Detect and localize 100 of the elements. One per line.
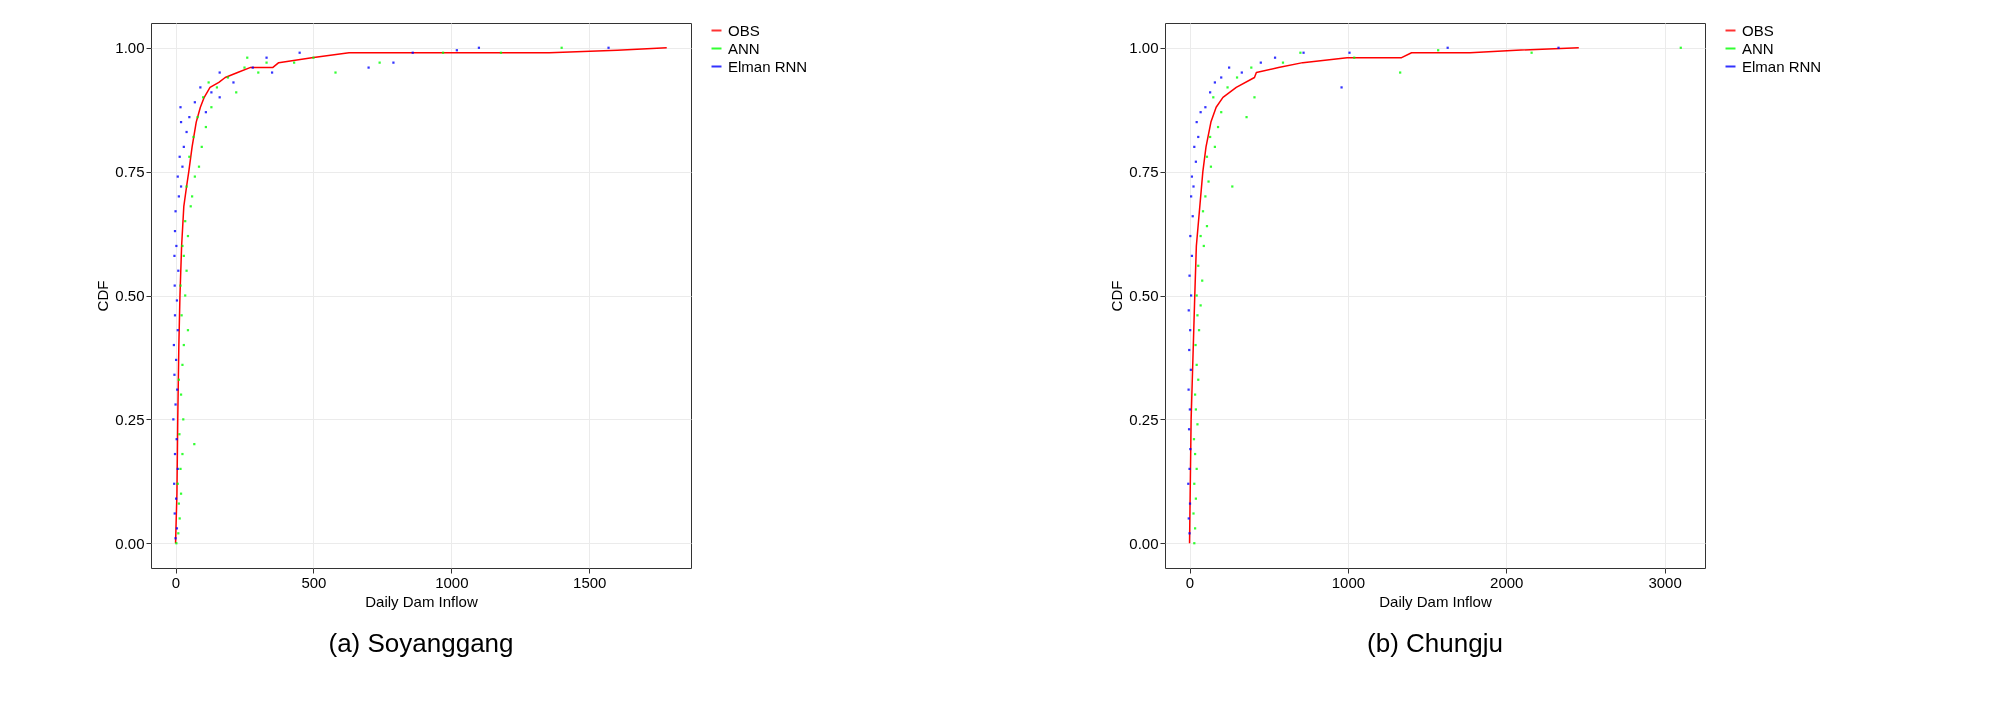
- line-series: [1188, 47, 1580, 544]
- line-series: [174, 47, 668, 544]
- point: [1196, 423, 1199, 426]
- point: [1399, 71, 1402, 74]
- point: [1231, 185, 1234, 188]
- point: [179, 106, 182, 109]
- point: [1187, 517, 1190, 520]
- point: [1213, 81, 1216, 84]
- point: [218, 71, 221, 74]
- text: (b) Chungju: [1367, 628, 1503, 658]
- point: [173, 373, 176, 376]
- x-tick-label: 0: [1185, 573, 1195, 591]
- point: [1193, 393, 1197, 396]
- point: [1188, 467, 1191, 471]
- point: [179, 284, 182, 287]
- point: [178, 517, 181, 520]
- point: [185, 269, 188, 272]
- point: [312, 56, 315, 59]
- point: [1530, 51, 1533, 54]
- point: [173, 254, 176, 257]
- point: [1194, 408, 1197, 411]
- x-tick-label: 3000: [1648, 573, 1682, 591]
- legend-label: Elman RNN: [728, 57, 808, 75]
- y-tick-label: 0.25: [115, 410, 145, 428]
- x-tick-label: 1000: [1331, 573, 1366, 591]
- point: [185, 130, 188, 134]
- point: [226, 76, 230, 79]
- point: [179, 185, 183, 188]
- point: [367, 66, 370, 69]
- point: [180, 314, 183, 317]
- legend-label: OBS: [728, 21, 760, 39]
- y-axis-title: CDF: [94, 280, 112, 312]
- point: [179, 393, 183, 396]
- point: [1188, 408, 1191, 411]
- point: [1192, 185, 1195, 188]
- point: [1240, 71, 1243, 74]
- point: [177, 195, 180, 198]
- legend-label: ANN: [1742, 39, 1774, 57]
- x-tick-label: 1000: [435, 573, 469, 591]
- point: [173, 284, 176, 287]
- point: [334, 71, 337, 74]
- point: [232, 81, 235, 84]
- point: [176, 175, 179, 178]
- legend-label: OBS: [1742, 21, 1774, 39]
- point: [174, 210, 177, 213]
- point: [173, 512, 176, 515]
- y-tick-label: 0.75: [115, 163, 145, 181]
- point: [181, 244, 184, 248]
- y-tick-label: 0.75: [1129, 163, 1159, 181]
- point: [175, 299, 179, 302]
- point: [1228, 66, 1231, 69]
- point: [265, 56, 268, 59]
- point: [177, 502, 180, 505]
- y-tick-label: 0.25: [1129, 410, 1159, 428]
- point: [243, 66, 246, 69]
- point: [1192, 512, 1195, 515]
- text: (a) Soyanggang: [328, 628, 514, 658]
- point: [392, 61, 395, 64]
- point: [174, 537, 177, 540]
- x-tick-label: 2000: [1490, 573, 1524, 591]
- y-tick-label: 0.50: [1129, 287, 1159, 304]
- point: [181, 363, 184, 366]
- y-axis-title: CDF: [1108, 280, 1126, 312]
- legend-label: ANN: [728, 39, 760, 57]
- x-tick-label: 500: [301, 573, 327, 591]
- point: [1557, 46, 1560, 49]
- y-tick-label: 0.00: [115, 534, 145, 552]
- point: [196, 116, 199, 119]
- point: [1190, 195, 1193, 198]
- point: [184, 294, 187, 297]
- legend-label: Elman RNN: [1742, 57, 1822, 75]
- point: [1199, 304, 1202, 307]
- point: [1253, 96, 1256, 99]
- point: [178, 433, 181, 436]
- y-tick-label: 0.50: [115, 287, 145, 304]
- point: [1348, 51, 1351, 54]
- point: [207, 81, 210, 84]
- point: [1235, 76, 1239, 79]
- point: [265, 61, 268, 64]
- point: [174, 403, 177, 406]
- point: [1188, 502, 1192, 505]
- point: [1245, 116, 1248, 119]
- y-tick-label: 1.00: [1129, 39, 1159, 57]
- x-axis-title: Daily Dam Inflow: [365, 592, 478, 610]
- point: [1190, 294, 1193, 297]
- point: [193, 175, 196, 178]
- point: [1190, 175, 1194, 178]
- point: [181, 165, 184, 168]
- point: [1196, 314, 1199, 317]
- point: [1207, 180, 1210, 183]
- point: [192, 135, 195, 139]
- point: [1188, 532, 1191, 535]
- point: [1194, 343, 1197, 347]
- point: [1226, 86, 1229, 89]
- point: [1188, 274, 1191, 277]
- x-tick-label: 0: [171, 573, 181, 591]
- point: [1250, 66, 1253, 69]
- y-tick-label: 0.00: [1129, 534, 1159, 552]
- point: [1204, 195, 1207, 198]
- point: [251, 66, 254, 69]
